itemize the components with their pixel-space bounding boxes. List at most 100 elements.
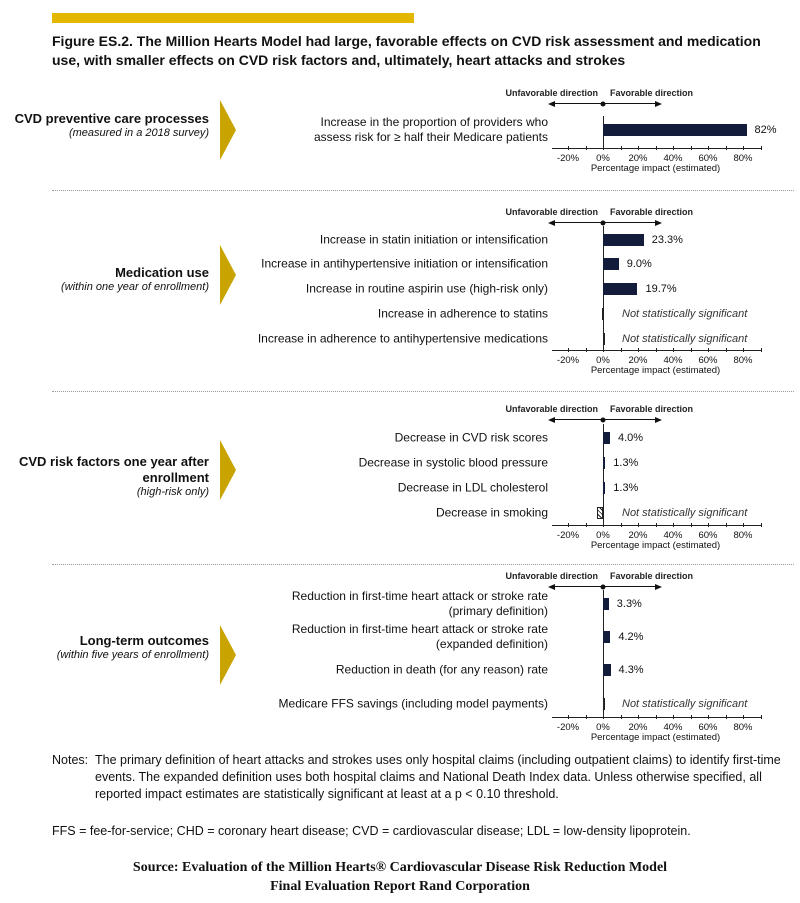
x-axis-tick xyxy=(673,146,674,150)
arrow-right-icon xyxy=(655,416,662,423)
row-label: Decrease in LDL cholesterol xyxy=(397,480,548,495)
x-axis-tick xyxy=(655,348,657,352)
value-label: 4.0% xyxy=(618,432,644,444)
x-axis-tick xyxy=(725,523,727,527)
value-label: 3.3% xyxy=(616,598,642,610)
unfavorable-direction-label: Unfavorable direction xyxy=(505,207,598,217)
x-axis-tick xyxy=(725,348,727,352)
x-axis-tick xyxy=(708,715,709,719)
notes-body: The primary definition of heart attacks … xyxy=(95,753,781,801)
bar xyxy=(596,507,603,519)
direction-origin-dot xyxy=(600,584,606,589)
favorable-direction-label: Favorable direction xyxy=(610,88,694,98)
x-axis-tick xyxy=(760,146,762,150)
row-label: Increase in antihypertensive initiation … xyxy=(261,256,548,271)
x-tick-label: 80% xyxy=(733,355,753,366)
x-tick-label: 60% xyxy=(698,153,718,164)
x-axis-tick xyxy=(743,348,744,352)
x-tick-label: -20% xyxy=(556,355,580,366)
favorable-direction-label: Favorable direction xyxy=(610,207,694,217)
x-tick-label: 20% xyxy=(628,355,648,366)
arrow-left-icon xyxy=(548,100,555,107)
x-tick-label: 40% xyxy=(663,530,683,541)
bar xyxy=(603,598,609,610)
chevron-icon xyxy=(220,245,236,305)
unfavorable-direction-label: Unfavorable direction xyxy=(505,88,598,98)
value-label: Not statistically significant xyxy=(622,507,748,519)
x-tick-label: -20% xyxy=(556,722,580,733)
x-axis-tick xyxy=(585,715,587,719)
zero-line xyxy=(603,590,604,717)
arrow-right-icon xyxy=(655,100,662,107)
x-tick-label: 40% xyxy=(663,153,683,164)
x-axis-tick xyxy=(690,715,692,719)
favorable-direction-label: Favorable direction xyxy=(610,571,694,581)
notes: Notes: The primary definition of heart a… xyxy=(52,752,792,803)
x-axis-tick xyxy=(743,715,744,719)
x-axis-tick xyxy=(568,523,569,527)
x-tick-label: 40% xyxy=(663,722,683,733)
x-axis-tick xyxy=(760,523,762,527)
x-axis-title: Percentage impact (estimated) xyxy=(590,732,721,743)
x-axis-tick xyxy=(585,348,587,352)
x-tick-label: 80% xyxy=(733,530,753,541)
row-label: Reduction in first-time heart attack or … xyxy=(291,622,548,651)
x-tick-label: 0% xyxy=(596,355,610,366)
x-axis-tick xyxy=(638,146,639,150)
zero-line xyxy=(603,424,604,525)
x-axis-tick xyxy=(603,348,604,352)
x-axis-tick xyxy=(708,146,709,150)
x-tick-label: 60% xyxy=(698,355,718,366)
x-axis-tick xyxy=(568,146,569,150)
x-axis-tick xyxy=(690,348,692,352)
x-tick-label: 20% xyxy=(628,153,648,164)
source-line-2: Final Evaluation Report Rand Corporation xyxy=(270,879,530,894)
bar xyxy=(603,258,619,270)
value-label: 1.3% xyxy=(613,457,639,469)
bar xyxy=(603,432,610,444)
row-label: Medicare FFS savings (including model pa… xyxy=(278,696,548,711)
chevron-icon xyxy=(220,100,236,160)
value-label: Not statistically significant xyxy=(622,698,748,710)
x-axis-tick xyxy=(708,523,709,527)
value-label: Not statistically significant xyxy=(622,333,748,345)
x-tick-label: 0% xyxy=(596,722,610,733)
x-tick-label: 20% xyxy=(628,722,648,733)
x-axis-tick xyxy=(655,523,657,527)
x-axis-tick xyxy=(725,146,727,150)
arrow-left-icon xyxy=(548,219,555,226)
x-axis-tick xyxy=(690,523,692,527)
x-axis-tick xyxy=(620,146,622,150)
arrow-left-icon xyxy=(548,416,555,423)
value-label: 4.3% xyxy=(618,664,644,676)
chevron-icon xyxy=(220,440,236,500)
category-title: CVD preventive care processes xyxy=(14,111,209,126)
x-axis-title: Percentage impact (estimated) xyxy=(590,163,721,174)
value-label: 82% xyxy=(754,124,777,136)
row-label: Increase in statin initiation or intensi… xyxy=(319,232,548,247)
x-axis-tick xyxy=(708,348,709,352)
x-axis-tick xyxy=(760,715,762,719)
bar xyxy=(603,283,638,295)
chevron-icon xyxy=(220,625,236,685)
row-label: Decrease in systolic blood pressure xyxy=(358,455,548,470)
row-label: Increase in adherence to antihypertensiv… xyxy=(257,331,548,346)
x-axis-title: Percentage impact (estimated) xyxy=(590,365,721,376)
category-title: Medication use xyxy=(115,265,209,280)
x-axis-tick xyxy=(638,348,639,352)
direction-origin-dot xyxy=(600,220,606,225)
x-tick-label: 80% xyxy=(733,722,753,733)
x-axis-tick xyxy=(620,523,622,527)
x-axis-tick xyxy=(725,715,727,719)
row-label: Increase in routine aspirin use (high-ri… xyxy=(305,281,548,296)
x-axis-tick xyxy=(638,523,639,527)
category-subtitle: (measured in a 2018 survey) xyxy=(68,127,209,139)
x-axis-tick xyxy=(690,146,692,150)
favorable-direction-label: Favorable direction xyxy=(610,404,694,414)
x-tick-label: -20% xyxy=(556,153,580,164)
x-axis-tick xyxy=(638,715,639,719)
x-axis-tick xyxy=(568,715,569,719)
category-label: CVD risk factors one year after enrollme… xyxy=(9,454,209,499)
category-label: Long-term outcomes (within five years of … xyxy=(9,633,209,662)
row-label: Decrease in smoking xyxy=(435,505,548,520)
